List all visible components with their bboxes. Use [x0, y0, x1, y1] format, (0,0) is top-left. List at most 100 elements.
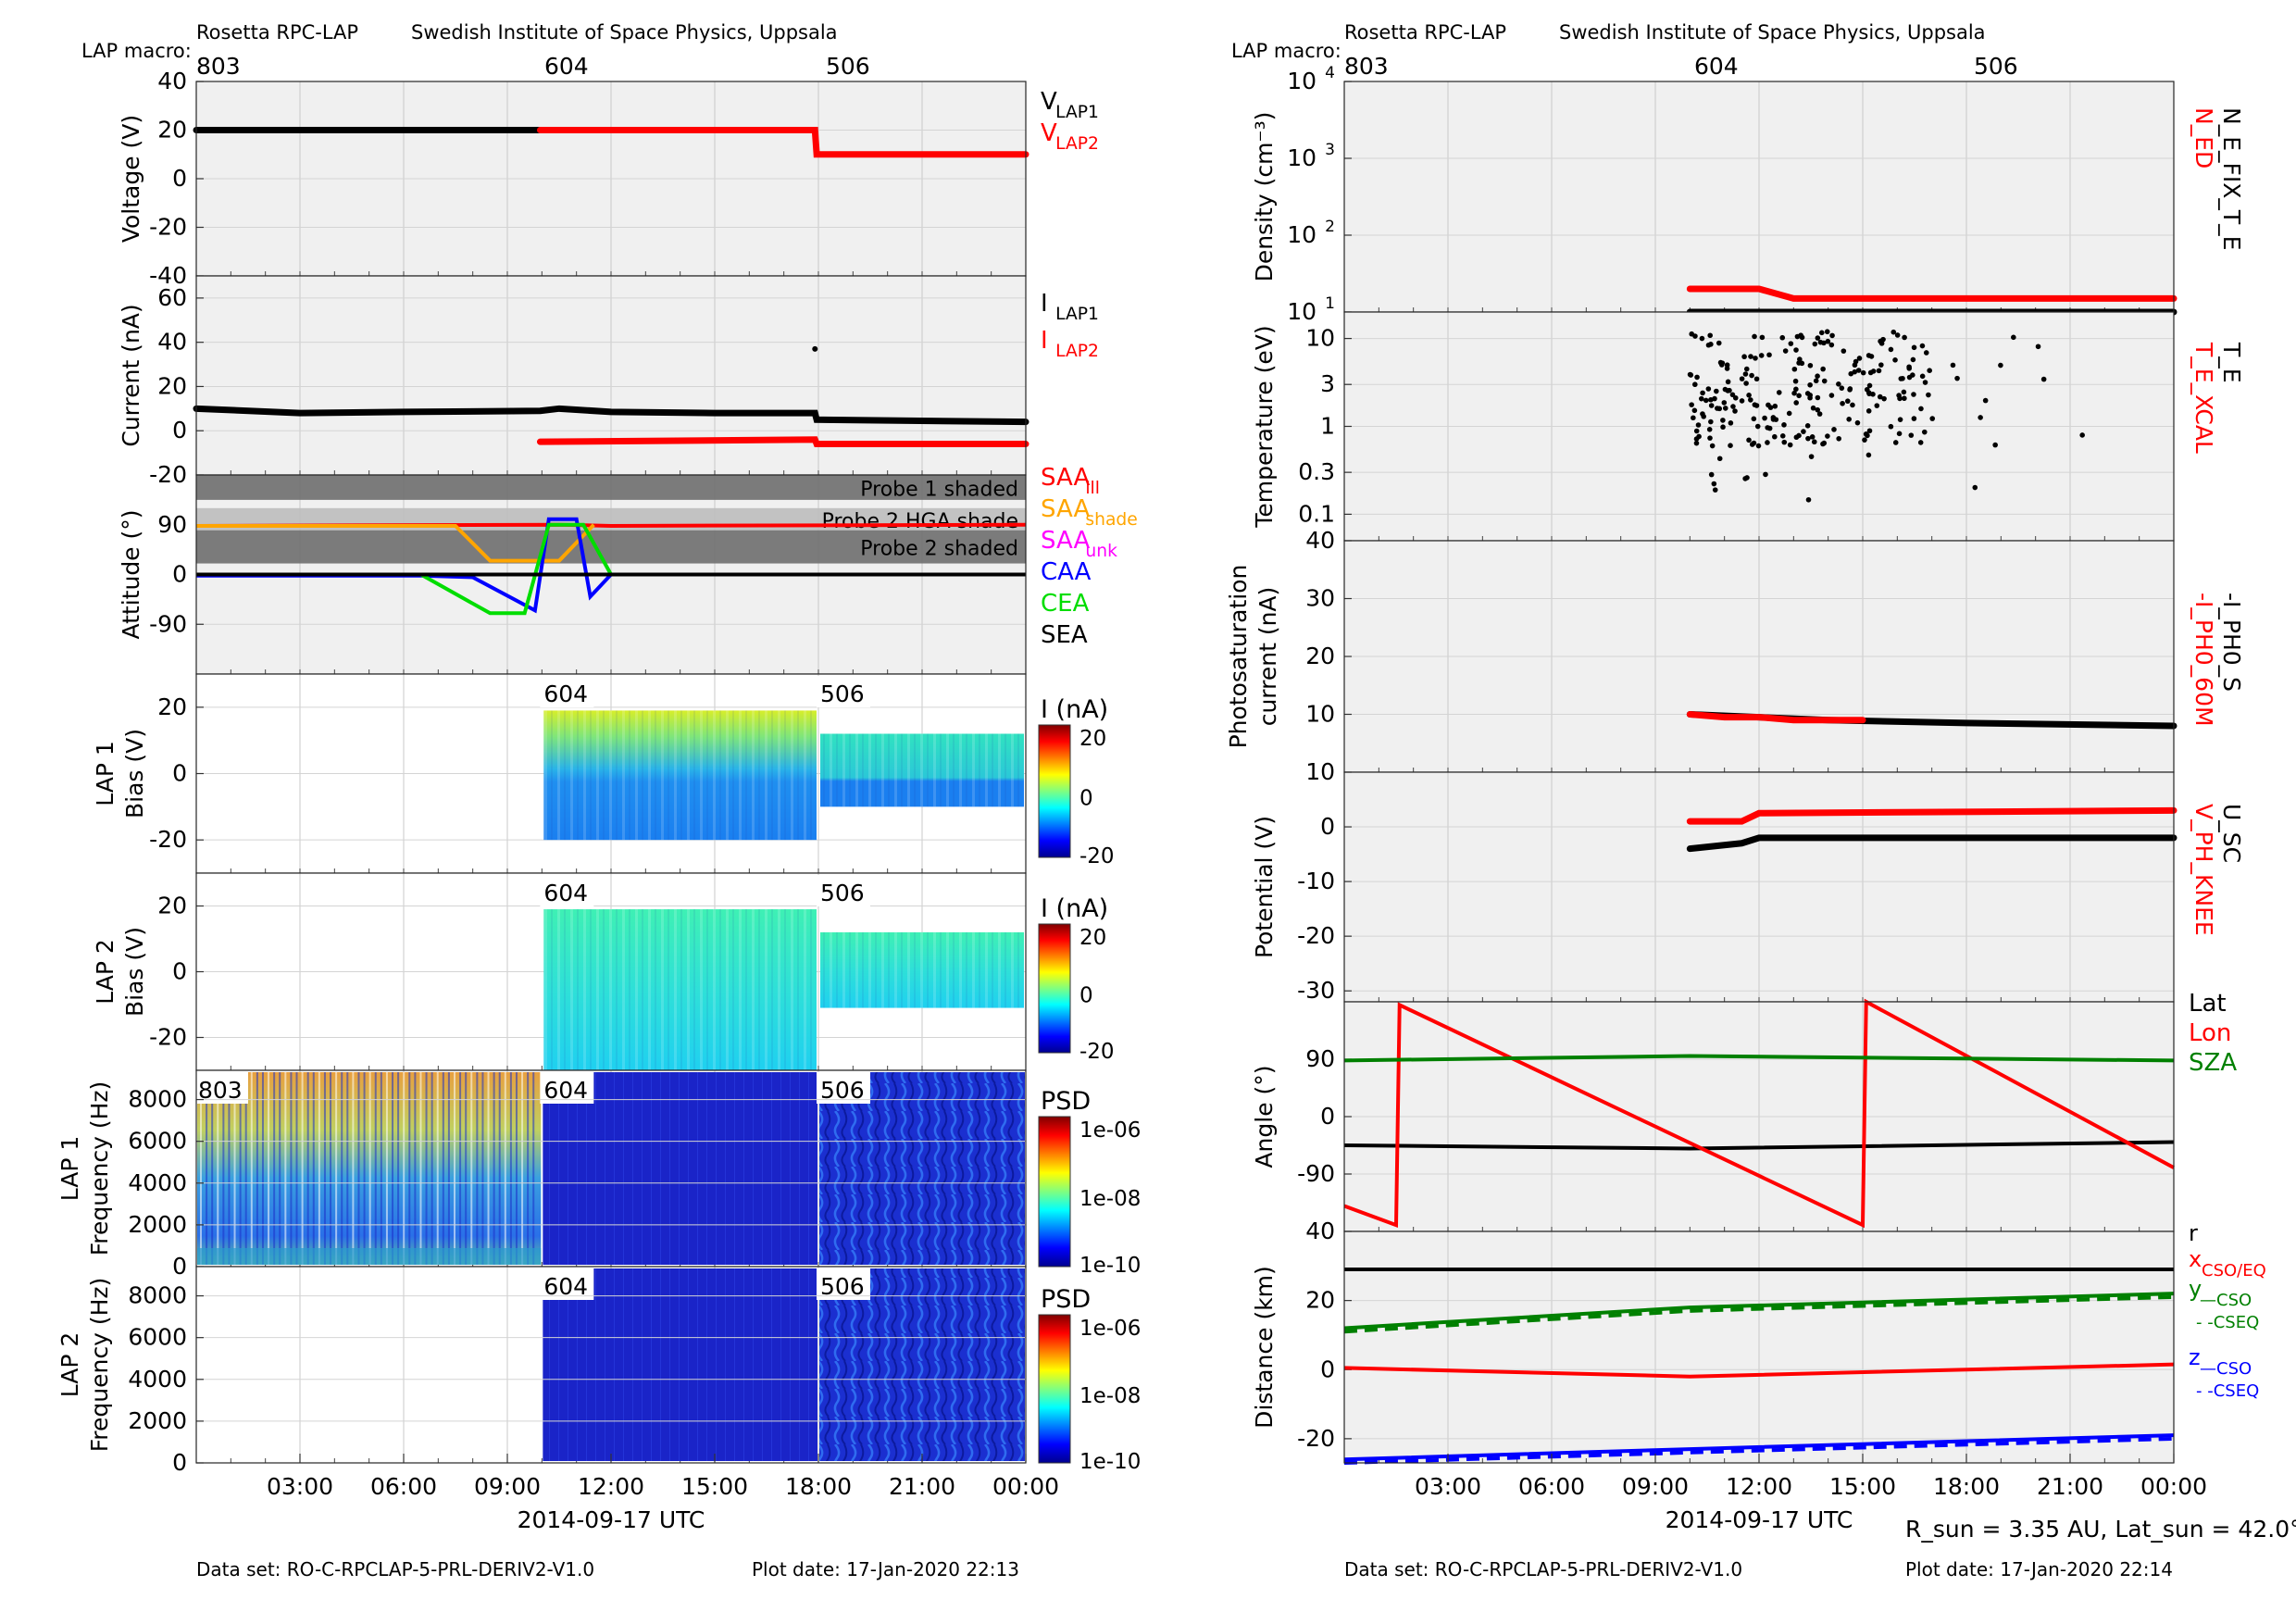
tick-label-y: 6000	[128, 1324, 187, 1351]
heatmap-texture	[820, 931, 1024, 1008]
te-point	[1754, 423, 1761, 430]
tick-label-y: 10	[1287, 144, 1316, 171]
te-point	[1762, 415, 1767, 421]
te-point	[1712, 395, 1717, 402]
te-point	[1721, 400, 1728, 406]
axis-label-y: LAP 2	[92, 939, 119, 1005]
spectrogram-stripe	[481, 1072, 484, 1265]
te-point	[1732, 394, 1739, 401]
spectrogram-stripe	[222, 1072, 225, 1265]
te-point	[1854, 419, 1861, 426]
spectrogram-stripe	[454, 1072, 455, 1265]
tick-label-y: 0	[172, 561, 187, 588]
te-point	[1888, 346, 1894, 353]
spectrogram-stripe	[233, 1072, 236, 1265]
spectrogram-stripe	[273, 1072, 276, 1265]
colorbar	[1038, 923, 1071, 1054]
tick-label-y: 4000	[128, 1169, 187, 1196]
te-point	[1765, 425, 1771, 431]
te-point	[1839, 385, 1845, 391]
spectrogram-stripe	[442, 1072, 444, 1265]
te-point	[1759, 334, 1766, 341]
tick-label-y: 4000	[128, 1366, 187, 1393]
legend-entry: T_E	[2218, 342, 2245, 383]
spectrogram-stripe	[509, 1072, 512, 1265]
tick-label-y-exp: 2	[1325, 218, 1335, 236]
shade-label: Probe 1 shaded	[860, 478, 1018, 501]
te-point	[1880, 336, 1886, 343]
spectrogram-stripe	[447, 1072, 450, 1265]
shade-label: Probe 2 HGA shade	[822, 510, 1018, 533]
te-point	[1821, 340, 1827, 346]
spectrogram-block-506	[819, 1268, 1025, 1461]
spectrogram-stripe	[352, 1072, 355, 1265]
te-point	[1866, 353, 1872, 358]
te-point	[1793, 386, 1799, 393]
colorbar	[1038, 1116, 1071, 1268]
te-point	[1815, 373, 1820, 380]
spectrogram-stripe	[211, 1072, 214, 1265]
tick-label-y: 20	[157, 117, 187, 144]
tick-label-x: 21:00	[889, 1473, 955, 1500]
spectrogram-stripe	[200, 1072, 202, 1265]
tick-label-y: 0	[172, 417, 187, 443]
te-point	[1791, 390, 1797, 396]
te-point	[1918, 406, 1924, 412]
colorbar-label: I (nA)	[1041, 894, 1108, 923]
tick-label-y: 3	[1320, 370, 1335, 397]
spectrogram-stripe	[493, 1072, 495, 1265]
te-point	[1897, 395, 1903, 402]
te-point	[1809, 434, 1816, 440]
colorbar-tick-label: 20	[1079, 926, 1106, 950]
tick-label-y: 40	[157, 68, 187, 94]
spectrogram-stripe	[408, 1072, 411, 1265]
tick-label-x: 06:00	[1518, 1473, 1585, 1500]
series-Lon	[1343, 998, 2175, 1229]
tick-label-y: 0	[1320, 1355, 1335, 1382]
te-point	[1892, 440, 1899, 445]
te-point	[1689, 402, 1694, 407]
tick-label-y: 8000	[128, 1282, 187, 1309]
block-label-506: 506	[820, 880, 865, 906]
spectrogram-stripe	[392, 1072, 394, 1265]
axis-label-y: LAP 1	[56, 1136, 83, 1202]
colorbar-tick-label: 0	[1079, 984, 1093, 1008]
axis-label-y2: Frequency (Hz)	[86, 1278, 113, 1453]
te-point	[1807, 381, 1813, 388]
tick-label-x: 03:00	[1415, 1473, 1481, 1500]
spectrogram-stripe	[498, 1072, 501, 1265]
te-point	[1892, 357, 1898, 363]
te-point	[1752, 333, 1757, 340]
te-point	[1779, 334, 1786, 341]
panel-lap2-bias: -20 0 20 604 506 LAP 2 Bias (V) I (nA) 20 0 -20	[92, 872, 1115, 1071]
te-point	[1926, 392, 1931, 398]
te-point	[1829, 332, 1835, 339]
te-point	[1708, 342, 1714, 347]
legend-entry: SAA	[1041, 495, 1090, 523]
right-institute: Swedish Institute of Space Physics, Upps…	[1559, 21, 1986, 44]
legend-entry: Lon	[2189, 1019, 2231, 1047]
te-point	[1862, 437, 1867, 443]
te-point	[1825, 433, 1830, 439]
right-macro-label: LAP macro:	[1231, 40, 1341, 62]
te-point	[1763, 471, 1768, 478]
legend-entry: y	[2189, 1276, 2202, 1302]
te-point	[1866, 382, 1873, 389]
tick-label-x: 18:00	[785, 1473, 852, 1500]
te-point	[1791, 366, 1798, 372]
tick-label-y: -40	[149, 262, 187, 289]
te-point	[1749, 372, 1754, 379]
left-instrument: Rosetta RPC-LAP	[196, 21, 358, 44]
spectrogram-stripe	[425, 1072, 428, 1265]
tick-label-y: 2000	[128, 1407, 187, 1434]
te-point	[1866, 408, 1872, 414]
te-point	[1781, 439, 1788, 445]
te-point	[1743, 381, 1749, 386]
spectrogram-stripe	[206, 1072, 208, 1265]
te-point	[1716, 340, 1722, 346]
te-point	[1706, 426, 1713, 432]
te-point	[1896, 431, 1903, 437]
axis-label-y2: current (nA)	[1254, 587, 1281, 727]
te-point	[1877, 394, 1883, 400]
